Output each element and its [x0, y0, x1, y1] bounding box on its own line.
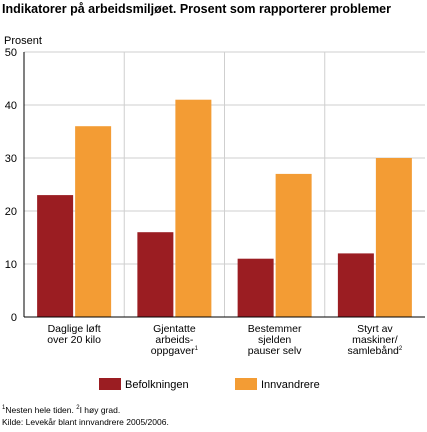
- legend: Befolkningen Innvandrere: [99, 378, 320, 391]
- x-category-label: Styrt av: [357, 323, 393, 335]
- y-axis-label: Prosent: [4, 35, 42, 47]
- legend-swatch: [235, 378, 257, 390]
- footnote-marker-2: 2: [76, 405, 80, 412]
- y-tick-label: 0: [11, 312, 17, 324]
- y-tick-label: 20: [5, 206, 17, 218]
- y-tick-label: 40: [5, 100, 17, 112]
- bar-innvandrere: [275, 173, 312, 317]
- x-category-label: sjelden: [258, 334, 291, 346]
- y-tick-label: 10: [5, 259, 17, 271]
- bar-befolkningen: [37, 195, 74, 317]
- y-tick-label: 30: [5, 153, 17, 165]
- legend-label: Befolkningen: [125, 379, 189, 391]
- footnotes: 1Nesten hele tiden. 2I høy grad. Kilde: …: [2, 404, 169, 428]
- x-category-label: arbeids-: [155, 334, 193, 346]
- y-tick-label: 50: [5, 47, 17, 59]
- x-category-label: maskiner/: [352, 334, 398, 346]
- bar-befolkningen: [137, 232, 174, 317]
- x-category-label: samlebånd2: [348, 345, 403, 357]
- bar-innvandrere: [75, 126, 112, 317]
- bar-befolkningen: [237, 258, 274, 317]
- x-category-label: over 20 kilo: [47, 334, 101, 346]
- bar-innvandrere: [175, 99, 212, 317]
- footnote-marker-1: 1: [2, 405, 6, 412]
- footnote-line: 1Nesten hele tiden. 2I høy grad.: [2, 404, 169, 416]
- x-category-label: Gjentatte: [153, 323, 196, 335]
- legend-label: Innvandrere: [261, 379, 320, 391]
- source-note: Kilde: Levekår blant innvandrere 2005/20…: [2, 417, 169, 427]
- footnote-2-text: I høy grad.: [79, 405, 121, 415]
- legend-swatch: [99, 378, 121, 390]
- x-category-label: Bestemmer: [248, 323, 302, 335]
- bar-befolkningen: [337, 253, 374, 317]
- footnote-1-text: Nesten hele tiden.: [5, 405, 77, 415]
- bars: [37, 99, 412, 317]
- x-category-label: oppgaver1: [151, 345, 199, 357]
- bar-innvandrere: [375, 158, 412, 317]
- chart-title: Indikatorer på arbeidsmiljøet. Prosent s…: [2, 2, 391, 16]
- x-category-label: Daglige løft: [48, 323, 101, 335]
- x-category-label: pauser selv: [248, 345, 302, 357]
